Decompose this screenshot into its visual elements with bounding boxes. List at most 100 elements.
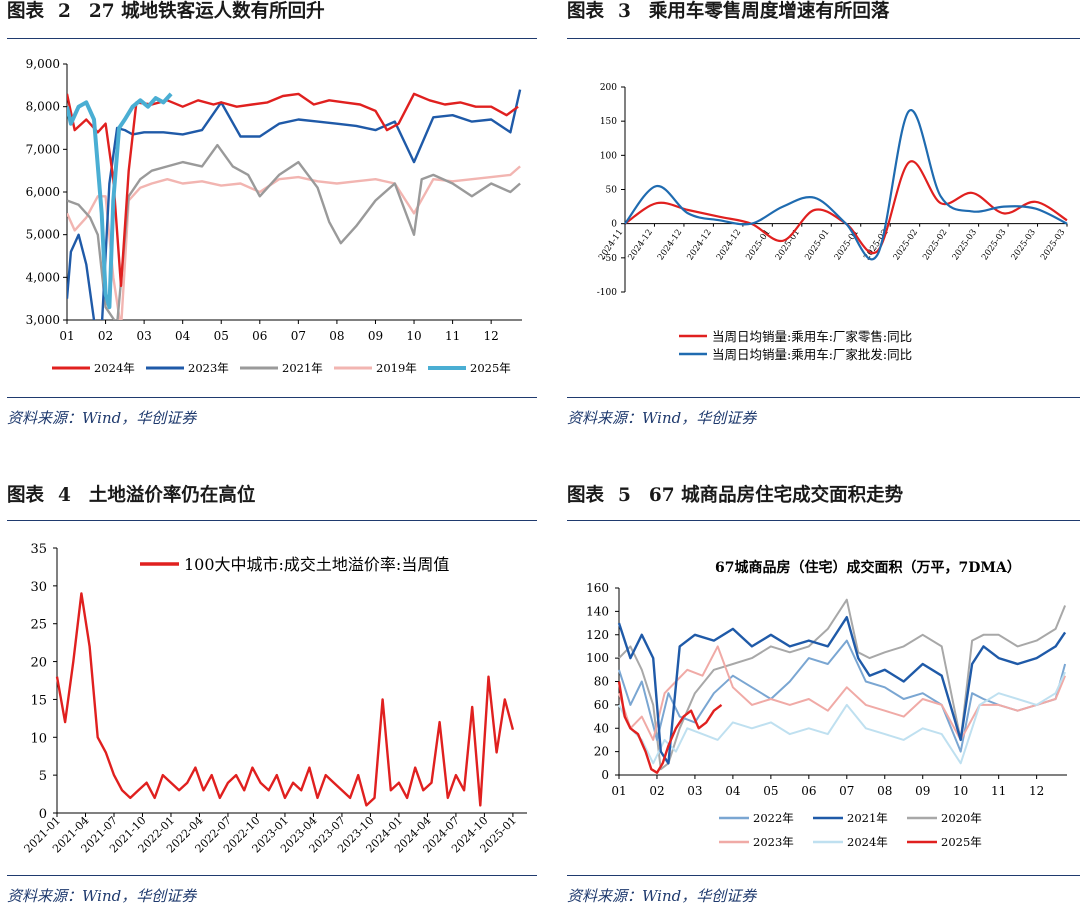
legend-label: 2020年 [941,811,982,825]
y-tick-label: 100 [586,651,609,665]
plot-area [619,588,1067,775]
x-tick-label: 02 [649,784,664,798]
title-text: 土地溢价率仍在高位 [88,485,256,506]
title-text: 27 城地铁客运人数有所回升 [88,1,325,22]
y-tick-label: 6,000 [26,185,60,199]
source-note: 资料来源：Wind，华创证券 [7,409,197,427]
x-tick-label: 11 [445,329,460,343]
legend-label: 2023年 [753,835,794,849]
legend-label: 2021年 [282,361,323,375]
y-tick-label: 8,000 [26,100,60,114]
y-tick-label: 7,000 [26,142,60,156]
y-tick-label: 30 [30,580,47,595]
x-tick-label: 2024-12 [685,228,713,263]
legend-label: 2023年 [188,361,229,375]
series-line-2020年 [618,598,1067,771]
series-line-2024年 [67,92,519,288]
title-num: 5 [618,485,631,506]
y-tick-label: 100 [600,151,617,161]
y-tick-label: 50 [606,186,618,196]
y-tick-label: 140 [586,604,609,618]
title-rule [7,520,537,521]
y-tick-label: 5,000 [26,228,60,242]
series-line-2019年 [67,165,521,320]
y-tick-label: 80 [594,675,609,689]
series-line-2023年 [618,645,1067,741]
y-tick-label: 120 [586,628,609,642]
panel-land: 图表 4 土地溢价率仍在高位 0 5 10 15 20 25 30 35 2021-01 2021-0… [7,484,537,913]
x-tick-label: 2024-12 [626,228,654,263]
x-tick-label: 2024-12 [656,228,684,263]
source-rule [567,875,1080,876]
y-tick-label: 10 [30,731,47,746]
y-tick-label: 3,000 [26,313,60,327]
chart-metro: 3,000 4,000 5,000 6,000 7,000 8,000 9,000 01 02 0… [26,57,522,375]
y-tick-label: 0 [601,768,609,782]
legend-label: 当周日均销量:乘用车:厂家批发:同比 [712,347,912,362]
legend-label: 2024年 [847,835,888,849]
x-tick-label: 04 [725,784,741,798]
title-num: 4 [58,485,71,506]
y-tick-label: 40 [594,721,609,735]
y-tick-label: 20 [30,656,47,671]
x-tick-label: 2025-03 [1039,228,1067,263]
x-tick-label: 2025-03 [1010,228,1038,263]
title-text: 乘用车零售周度增速有所回落 [648,1,890,22]
source-rule [7,397,537,398]
legend-label: 2024年 [94,361,135,375]
x-tick-label: 11 [991,784,1006,798]
x-tick-label: 02 [98,329,113,343]
series-line-100大中城市:成交土地溢价率:当周值 [55,592,515,807]
x-tick-label: 05 [763,784,778,798]
x-tick-label: 04 [175,329,191,343]
source-rule [567,397,1080,398]
title-label: 图表 [7,1,45,22]
title-num: 2 [58,1,71,22]
x-tick-label: 01 [59,329,74,343]
y-tick-label: 20 [594,745,609,759]
series-group [67,89,522,320]
y-tick-label: 200 [600,83,617,93]
x-tick-label: 06 [801,784,816,798]
title-label: 图表 [567,485,605,506]
series-line-2021年 [67,143,521,320]
source-note: 资料来源：Wind，华创证券 [567,409,757,427]
x-tick-label: 2025-02 [892,228,920,263]
x-tick-label: 2025-01 [774,228,802,263]
x-tick-label: 05 [214,329,229,343]
y-tick-label: 5 [39,769,47,784]
y-tick-label: 0 [611,220,617,230]
legend-label: 2021年 [847,811,888,825]
x-tick-label: 07 [291,329,306,343]
x-tick-label: 07 [839,784,854,798]
y-tick-label: 4,000 [26,270,60,284]
x-tick-label: 2025-03 [951,228,979,263]
legend-label: 当周日均销量:乘用车:厂家零售:同比 [712,329,912,344]
x-tick-label: 08 [329,329,344,343]
panel-housing: 图表 5 67 城商品房住宅成交面积走势 67城商品房（住宅）成交面积（万平，7DM… [567,484,1080,913]
x-tick-label: 09 [915,784,930,798]
panel-title: 图表 5 67 城商品房住宅成交面积走势 [567,484,903,508]
title-label: 图表 [7,485,45,506]
title-rule [567,38,1080,39]
legend-label: 2022年 [753,811,794,825]
y-tick-label: 60 [594,698,609,712]
series-line-2021年 [617,616,1067,765]
x-tick-label: 09 [368,329,383,343]
y-tick-label: 0 [39,807,47,822]
panel-metro: 图表 2 27 城地铁客运人数有所回升 3,000 4,000 5,000 6,000 7,… [7,0,537,440]
title-rule [567,520,1080,521]
x-tick-label: 08 [877,784,892,798]
x-tick-label: 06 [252,329,267,343]
x-tick-label: 12 [1029,784,1044,798]
panel-autos: 图表 3 乘用车零售周度增速有所回落 -100 -50 0 50 100 150 200 2024… [567,0,1080,440]
source-note: 资料来源：Wind，华创证券 [7,887,197,905]
y-tick-label: -100 [597,288,617,298]
x-tick-label: 10 [406,329,421,343]
chart-housing: 67城商品房（住宅）成交面积（万平，7DMA）02040608010012014… [586,559,1067,849]
y-tick-label: 160 [586,581,609,595]
plot-area [57,548,527,813]
x-tick-label: 01 [611,784,626,798]
panel-title: 图表 2 27 城地铁客运人数有所回升 [7,0,325,24]
